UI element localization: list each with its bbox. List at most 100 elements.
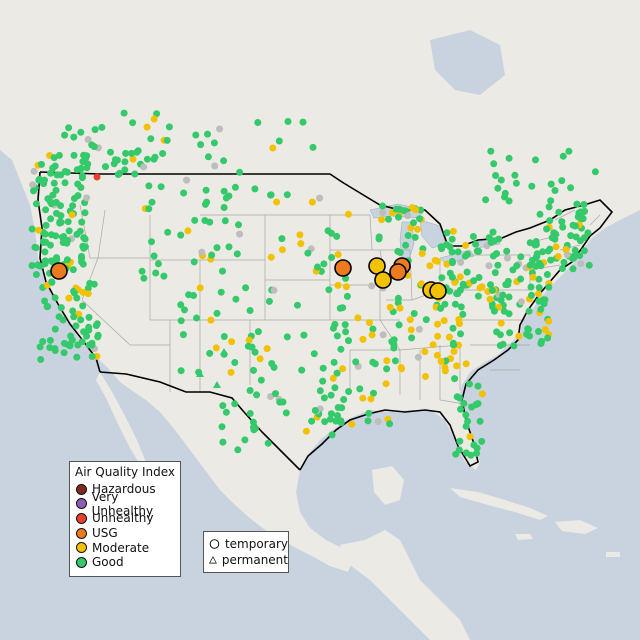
monitor-marker[interactable]	[490, 307, 498, 315]
monitor-marker[interactable]	[61, 168, 69, 175]
monitor-marker[interactable]	[334, 404, 342, 411]
monitor-marker[interactable]	[231, 183, 239, 191]
monitor-marker[interactable]	[78, 218, 86, 226]
monitor-marker[interactable]	[532, 156, 539, 164]
monitor-marker[interactable]	[47, 257, 55, 265]
monitor-marker[interactable]	[294, 301, 301, 309]
monitor-marker[interactable]	[278, 246, 286, 254]
monitor-marker[interactable]	[532, 262, 540, 270]
monitor-marker[interactable]	[180, 189, 188, 197]
monitor-marker[interactable]	[497, 176, 505, 184]
monitor-marker[interactable]	[213, 244, 221, 252]
monitor-marker[interactable]	[207, 316, 215, 324]
monitor-marker[interactable]	[41, 230, 49, 238]
monitor-marker[interactable]	[383, 365, 391, 373]
monitor-marker[interactable]	[537, 305, 545, 313]
monitor-marker[interactable]	[576, 252, 584, 260]
monitor-marker[interactable]	[437, 357, 445, 365]
monitor-marker[interactable]	[68, 211, 76, 219]
monitor-marker[interactable]	[422, 373, 429, 380]
monitor-marker[interactable]	[337, 345, 345, 353]
monitor-marker[interactable]	[246, 307, 254, 314]
monitor-marker[interactable]	[505, 293, 513, 301]
monitor-marker[interactable]	[138, 267, 146, 275]
monitor-marker[interactable]	[503, 247, 511, 255]
monitor-marker[interactable]	[42, 206, 50, 214]
monitor-marker[interactable]	[494, 184, 502, 192]
monitor-marker[interactable]	[539, 248, 547, 256]
monitor-marker[interactable]	[342, 283, 350, 291]
monitor-marker[interactable]	[59, 316, 67, 324]
monitor-marker[interactable]	[88, 353, 96, 360]
monitor-marker[interactable]	[145, 205, 153, 213]
monitor-marker[interactable]	[499, 340, 507, 348]
monitor-marker[interactable]	[177, 317, 185, 325]
monitor-marker[interactable]	[225, 243, 233, 251]
monitor-marker[interactable]	[50, 179, 58, 187]
monitor-marker[interactable]	[276, 398, 284, 406]
monitor-marker[interactable]	[78, 172, 86, 180]
monitor-marker[interactable]	[267, 191, 275, 199]
monitor-marker[interactable]	[163, 136, 171, 144]
monitor-marker[interactable]	[70, 151, 78, 159]
monitor-marker[interactable]	[529, 256, 536, 264]
monitor-marker[interactable]	[400, 207, 408, 215]
monitor-marker[interactable]	[404, 212, 412, 220]
monitor-marker[interactable]	[342, 328, 350, 336]
monitor-marker[interactable]	[251, 348, 259, 356]
monitor-marker[interactable]	[543, 271, 551, 278]
monitor-marker[interactable]	[434, 320, 442, 328]
monitor-marker[interactable]	[83, 164, 91, 172]
monitor-marker[interactable]	[157, 183, 165, 191]
monitor-marker[interactable]	[527, 283, 535, 291]
monitor-marker[interactable]	[333, 332, 341, 340]
monitor-marker[interactable]	[37, 356, 45, 363]
monitor-marker[interactable]	[378, 216, 386, 224]
monitor-marker[interactable]	[94, 331, 102, 339]
monitor-marker[interactable]	[494, 261, 502, 269]
monitor-marker[interactable]	[60, 349, 68, 357]
monitor-marker[interactable]	[487, 238, 495, 246]
monitor-marker[interactable]	[329, 324, 337, 332]
monitor-marker[interactable]	[473, 247, 481, 255]
monitor-marker[interactable]	[577, 210, 585, 218]
monitor-marker[interactable]	[334, 251, 342, 258]
monitor-marker[interactable]	[328, 431, 336, 439]
monitor-marker[interactable]	[213, 309, 221, 317]
monitor-marker[interactable]	[85, 326, 93, 334]
monitor-marker[interactable]	[29, 181, 37, 189]
monitor-marker[interactable]	[245, 336, 253, 344]
monitor-marker[interactable]	[143, 155, 151, 163]
monitor-marker[interactable]	[473, 449, 481, 457]
monitor-marker[interactable]	[61, 131, 69, 139]
monitor-marker[interactable]	[345, 388, 353, 395]
monitor-marker[interactable]	[368, 282, 376, 290]
monitor-marker[interactable]	[282, 409, 290, 417]
monitor-marker[interactable]	[246, 410, 254, 417]
monitor-marker[interactable]	[220, 157, 228, 165]
monitor-marker[interactable]	[453, 362, 461, 370]
monitor-marker[interactable]	[311, 407, 319, 414]
monitor-marker[interactable]	[510, 342, 518, 350]
monitor-marker[interactable]	[462, 422, 470, 430]
monitor-marker[interactable]	[319, 377, 327, 385]
monitor-marker[interactable]	[466, 433, 474, 441]
monitor-marker[interactable]	[85, 313, 93, 321]
monitor-marker[interactable]	[466, 380, 473, 388]
monitor-marker[interactable]	[270, 286, 278, 294]
monitor-marker[interactable]	[216, 125, 224, 133]
monitor-marker[interactable]	[449, 259, 456, 267]
monitor-marker[interactable]	[440, 317, 448, 325]
monitor-marker[interactable]	[57, 304, 65, 312]
monitor-marker[interactable]	[234, 446, 242, 454]
monitor-marker[interactable]	[81, 209, 89, 217]
monitor-marker[interactable]	[580, 201, 588, 208]
monitor-marker[interactable]	[181, 306, 188, 314]
monitor-marker[interactable]	[264, 439, 272, 447]
monitor-marker[interactable]	[535, 284, 543, 292]
monitor-marker[interactable]	[273, 198, 281, 206]
monitor-marker[interactable]	[501, 189, 509, 197]
monitor-marker[interactable]	[354, 314, 362, 322]
monitor-marker[interactable]	[50, 154, 58, 162]
monitor-marker[interactable]	[455, 341, 463, 349]
